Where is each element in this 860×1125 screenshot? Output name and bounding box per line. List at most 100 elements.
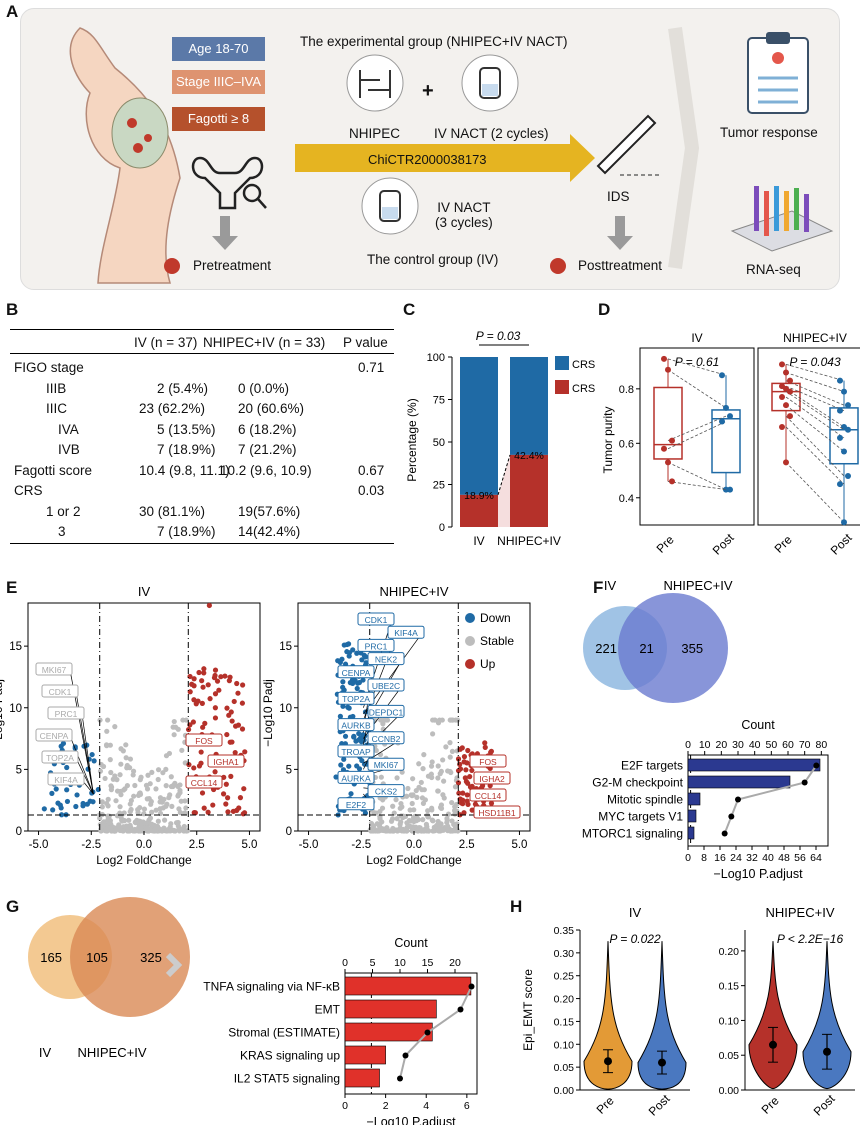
count-point (728, 813, 735, 820)
gene-label-box (367, 652, 405, 666)
point-up (234, 680, 240, 687)
point-stable (440, 792, 446, 798)
point-stable (128, 806, 134, 813)
point-stable (411, 807, 417, 813)
table-cell: 2 (5.4%) (157, 380, 209, 396)
point-stable (403, 828, 409, 834)
point-stable (171, 782, 177, 788)
gene-label-up: HSD11B1 (478, 808, 515, 818)
point-post (845, 426, 851, 433)
point-down (346, 705, 352, 711)
chevron-right-icon (668, 27, 700, 269)
pvalue-label: P = 0.03 (476, 329, 521, 343)
point-stable (127, 801, 133, 807)
y-tick-label: 0.15 (719, 981, 740, 993)
point-up (212, 667, 219, 673)
point-stable (406, 817, 413, 824)
point-stable (414, 794, 420, 800)
venn-only-right: 355 (681, 641, 703, 656)
point-stable (161, 796, 167, 802)
point-up (201, 805, 207, 811)
point-stable (146, 795, 152, 802)
x-tick-label: 0.0 (136, 839, 152, 851)
point-up (199, 700, 205, 706)
point-up (460, 790, 466, 796)
point-post (727, 413, 733, 420)
point-post (719, 418, 725, 425)
point-stable (394, 816, 400, 822)
point-stable (429, 759, 435, 765)
tumor-sample-icon (164, 258, 180, 274)
point-stable (155, 776, 161, 783)
gene-label-down: NEK2 (375, 655, 397, 665)
point-stable (421, 828, 427, 834)
point-stable (370, 823, 377, 829)
facet-title: NHIPEC+IV (380, 584, 449, 599)
point-stable (113, 798, 119, 804)
point-down (50, 807, 56, 813)
criteria-stage: Stage IIIC–IVA (172, 70, 265, 94)
gene-label-box (337, 797, 375, 811)
point-stable (439, 717, 445, 723)
pvalue-label: P = 0.043 (789, 355, 841, 369)
venn-only-left: 165 (40, 950, 62, 965)
point-pre (665, 366, 671, 373)
point-up (196, 669, 202, 676)
legend-dot (465, 659, 475, 669)
bar (687, 809, 697, 823)
panel-label-d: D (598, 300, 611, 319)
gene-label-down: TOP2A (46, 753, 74, 763)
point-stable (135, 806, 141, 813)
count-tick-label: 70 (799, 739, 811, 751)
point-stable (114, 788, 121, 794)
iv-nact-3-line2: (3 cycles) (435, 215, 493, 230)
x-tick-label: Post (710, 530, 737, 557)
point-up (202, 720, 208, 726)
point-stable (130, 772, 136, 778)
gene-label-box (473, 771, 511, 785)
point-stable (127, 828, 133, 834)
y-axis-label: Tumor purity (601, 407, 615, 474)
x-tick-label: 32 (746, 852, 758, 864)
point-up (205, 682, 211, 688)
point-up (241, 786, 247, 792)
pair-line (667, 462, 727, 490)
point-stable (436, 826, 442, 832)
point-stable (167, 828, 174, 834)
x-axis-label: Log2 FoldChange (96, 853, 192, 867)
facet-title: NHIPEC+IV (783, 331, 847, 345)
panel-label-c: C (403, 300, 416, 319)
median-point (604, 1057, 612, 1066)
point-stable (448, 828, 454, 834)
tumor-sample-icon (550, 258, 566, 274)
point-stable (99, 799, 105, 805)
point-stable (397, 827, 403, 833)
point-stable (420, 817, 426, 823)
legend-dot (465, 613, 475, 623)
pair-line (667, 421, 727, 450)
count-point (424, 1029, 431, 1036)
count-tick-label: 80 (815, 739, 827, 751)
point-up (201, 666, 207, 672)
point-stable (171, 828, 177, 834)
venn-overlap: 105 (86, 950, 108, 965)
point-down (333, 774, 339, 780)
x-tick-label: Pre (772, 532, 795, 555)
point-stable (117, 804, 123, 810)
gene-label-down: MKI67 (374, 760, 399, 770)
point-pre (787, 377, 793, 384)
table-cell: 30 (81.1%) (139, 503, 206, 519)
point-down (340, 703, 346, 709)
point-down (89, 751, 95, 758)
point-down (337, 713, 343, 719)
y-tick-label: 0.8 (619, 384, 634, 396)
arrow-down-icon (212, 216, 238, 250)
point-stable (416, 825, 422, 831)
point-stable (103, 742, 110, 748)
bar (687, 792, 701, 806)
point-down (74, 792, 80, 798)
table-cell: 3 (58, 524, 66, 539)
y-tick-label: 75 (433, 395, 445, 407)
point-up (231, 698, 237, 705)
point-down (354, 685, 360, 692)
